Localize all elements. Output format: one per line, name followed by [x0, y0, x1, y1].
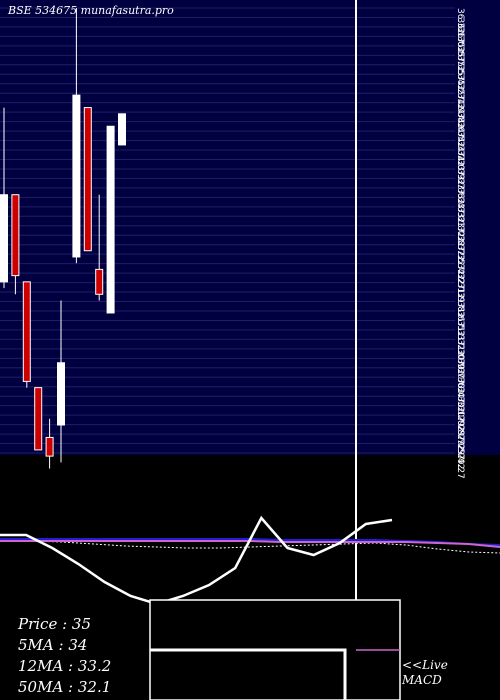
y-tick-label: 33.92	[455, 159, 465, 185]
candle-body	[83, 107, 92, 252]
y-tick-label: 34.67	[455, 112, 465, 138]
y-tick-label: 33.47	[455, 188, 465, 214]
candle-body	[118, 113, 126, 146]
candle-body	[72, 94, 81, 258]
y-tick-label: 34.07	[455, 150, 465, 176]
y-axis-labels: 36.3236.1736.0235.8735.7235.5735.4235.27…	[455, 8, 465, 479]
y-tick-label: 35.42	[455, 65, 465, 91]
y-tick-label: 30.92	[455, 349, 465, 375]
price-panel-background	[0, 0, 500, 455]
y-tick-label: 34.82	[455, 103, 465, 129]
y-tick-label: 31.82	[455, 292, 465, 318]
y-tick-label: 31.97	[455, 283, 465, 309]
y-tick-label: 29.42	[455, 444, 465, 470]
y-tick-label: 36.32	[455, 8, 465, 34]
y-tick-label: 33.02	[455, 216, 465, 242]
y-tick-label: 30.62	[455, 368, 465, 394]
y-tick-label: 31.37	[455, 320, 465, 346]
y-tick-label: 30.02	[455, 406, 465, 432]
y-tick-label: 36.17	[455, 17, 465, 43]
macd-panel	[149, 599, 401, 700]
y-tick-label: 29.57	[455, 434, 465, 460]
price-line	[0, 515, 393, 606]
candle-body	[45, 436, 54, 457]
macd-label: MACD	[402, 673, 442, 687]
y-tick-label: 33.32	[455, 197, 465, 223]
y-tick-label: 35.12	[455, 84, 465, 110]
y-tick-label: 36.02	[455, 27, 465, 53]
y-tick-label: 35.72	[455, 46, 465, 72]
y-tick-label: 34.37	[455, 131, 465, 157]
ma-dotted-line	[0, 539, 500, 554]
candlestick-series	[0, 8, 126, 469]
macd-line	[150, 648, 347, 700]
candle-body	[11, 194, 20, 277]
ma12-stat: 12MA : 33.2	[18, 657, 112, 675]
y-tick-label: 33.62	[455, 178, 465, 204]
chart-title: BSE 534675 munafasutra.pro	[8, 4, 174, 17]
y-tick-label: 34.22	[455, 141, 465, 167]
y-tick-label: 34.97	[455, 93, 465, 119]
stats-box: Price : 35 5MA : 34 12MA : 33.2 50MA : 3…	[18, 614, 111, 698]
y-tick-label: 35.57	[455, 55, 465, 81]
candle-body	[57, 362, 65, 426]
y-tick-label: 31.22	[455, 330, 465, 356]
y-tick-label: 30.47	[455, 377, 465, 403]
y-tick-label: 31.07	[455, 339, 465, 365]
y-tick-label: 32.72	[455, 235, 465, 261]
y-tick-label: 31.67	[455, 302, 465, 328]
lower-panel	[0, 515, 500, 606]
y-tick-label: 35.87	[455, 36, 465, 62]
y-tick-label: 32.57	[455, 245, 465, 271]
y-tick-label: 30.77	[455, 358, 465, 384]
y-tick-label: 33.17	[455, 207, 465, 233]
candle-body	[34, 387, 43, 451]
y-tick-label: 34.52	[455, 122, 465, 148]
y-tick-label: 31.52	[455, 311, 465, 337]
y-tick-label: 29.27	[455, 453, 465, 479]
price-stat: Price : 35	[18, 615, 92, 633]
y-tick-label: 30.17	[455, 396, 465, 422]
ma50-stat: 50MA : 32.1	[18, 678, 112, 696]
y-tick-label: 32.87	[455, 226, 465, 252]
candle-body	[106, 125, 115, 314]
y-tick-label: 33.77	[455, 169, 465, 195]
y-tick-label: 32.12	[455, 273, 465, 299]
y-tick-label: 32.42	[455, 254, 465, 280]
candle-body	[95, 268, 104, 295]
price-grid	[0, 0, 500, 455]
candle-body	[0, 194, 8, 283]
live-link[interactable]: <<Live	[402, 658, 448, 672]
candle-body	[22, 281, 31, 382]
live-macd-label[interactable]: <<Live MACD	[402, 658, 448, 688]
ma5-stat: 5MA : 34	[18, 636, 88, 654]
y-tick-label: 29.87	[455, 415, 465, 441]
y-tick-label: 30.32	[455, 387, 465, 413]
y-tick-label: 32.27	[455, 264, 465, 290]
y-tick-label: 29.72	[455, 425, 465, 451]
y-tick-label: 35.27	[455, 74, 465, 100]
